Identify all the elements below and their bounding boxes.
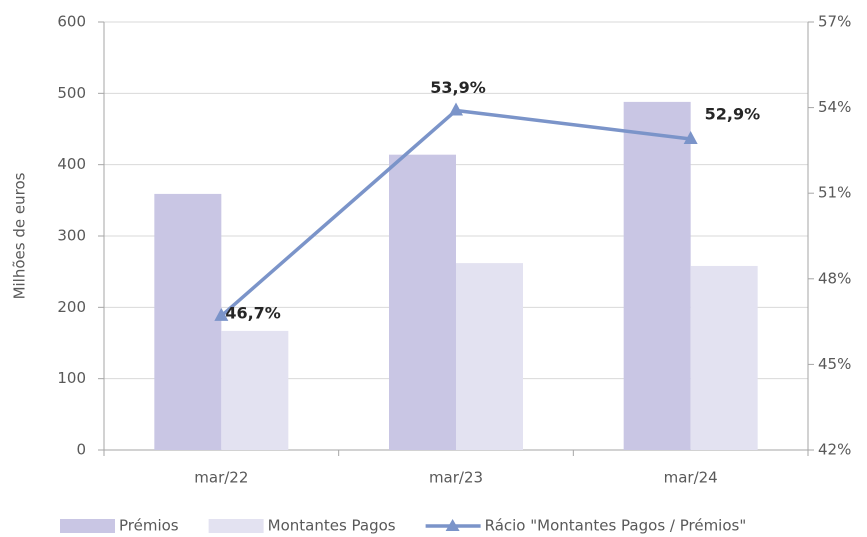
ratio-marker <box>214 307 229 321</box>
data-label: 52,9% <box>705 104 761 123</box>
legend-label: Prémios <box>119 517 179 535</box>
legend-swatch <box>60 519 115 533</box>
legend-swatch <box>208 519 264 533</box>
y-tick-label: 0 <box>76 441 86 459</box>
y-tick-label: 500 <box>57 84 86 102</box>
y-tick-label: 300 <box>57 227 86 245</box>
y-tick-label: 400 <box>57 155 86 173</box>
y-tick-label: 600 <box>57 13 86 31</box>
legend-label: Rácio "Montantes Pagos / Prémios" <box>485 517 747 535</box>
y2-tick-label: 54% <box>818 98 851 116</box>
y2-tick-label: 45% <box>818 355 851 373</box>
bar <box>623 101 691 450</box>
x-tick-label: mar/23 <box>429 469 483 487</box>
legend-marker <box>445 519 460 531</box>
bar <box>456 263 523 450</box>
x-tick-label: mar/24 <box>664 469 718 487</box>
y2-tick-label: 57% <box>818 13 851 31</box>
y-tick-label: 200 <box>57 298 86 316</box>
y2-tick-label: 42% <box>818 441 851 459</box>
ratio-marker <box>449 102 463 116</box>
data-label: 53,9% <box>430 78 486 97</box>
bar <box>154 193 222 450</box>
y2-tick-label: 48% <box>818 269 851 287</box>
y-tick-label: 100 <box>57 369 86 387</box>
y-axis-label: Milhões de euros <box>11 172 29 299</box>
y2-tick-label: 51% <box>818 184 851 202</box>
bar <box>690 265 758 450</box>
bar <box>221 330 289 450</box>
data-label: 46,7% <box>225 303 281 322</box>
x-tick-label: mar/22 <box>194 469 248 487</box>
legend-label: Montantes Pagos <box>268 517 396 535</box>
ratio-marker <box>683 130 698 144</box>
bar <box>389 154 456 450</box>
